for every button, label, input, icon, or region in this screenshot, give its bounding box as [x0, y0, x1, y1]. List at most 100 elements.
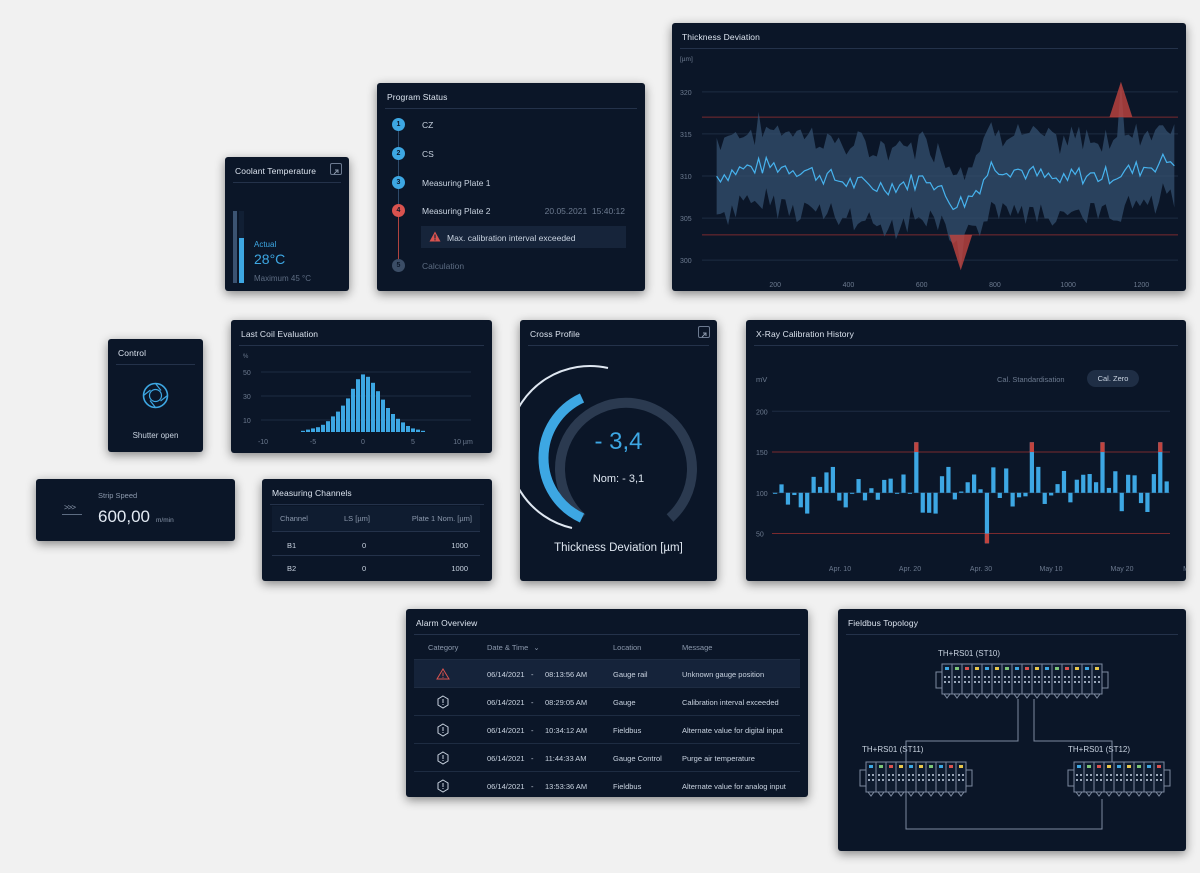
expand-icon[interactable]	[698, 326, 710, 338]
cross-profile-card: Cross Profile - 3,4 Nom: - 3,1 Thickness…	[520, 320, 717, 581]
slot-terminal	[1120, 774, 1122, 776]
slot-terminal	[1126, 774, 1128, 776]
tab-cal-zero[interactable]: Cal. Zero	[1087, 370, 1139, 387]
slot-led	[889, 765, 893, 768]
slot-terminal	[922, 779, 924, 781]
y-tick-label: 200	[756, 409, 768, 416]
channels-col-ls: LS [µm]	[344, 514, 370, 523]
slot-terminal	[932, 774, 934, 776]
x-tick-label: -5	[310, 439, 316, 446]
alarm-col-message[interactable]: Message	[682, 643, 713, 652]
step-1[interactable]: 1	[392, 118, 405, 131]
slot-terminal	[1140, 774, 1142, 776]
step-2[interactable]: 2	[392, 147, 405, 160]
slot-terminal	[958, 779, 960, 781]
slot-foot	[1073, 693, 1081, 699]
slot-terminal	[1126, 779, 1128, 781]
step-4[interactable]: 4	[392, 204, 405, 217]
alarm-message: Purge air temperature	[682, 754, 755, 763]
table-row[interactable]: 06/14/2021- 10:34:12 AM Fieldbus Alternate …	[414, 715, 800, 743]
step-5[interactable]: 5	[392, 259, 405, 272]
calibration-bar	[1093, 482, 1099, 493]
slot-terminal	[1130, 779, 1132, 781]
calibration-bar	[894, 492, 900, 494]
alarm-message: Alternate value for digital input	[682, 726, 783, 735]
slot-terminal	[928, 779, 930, 781]
calibration-bar	[1081, 474, 1086, 493]
slot-foot	[1053, 693, 1061, 699]
histogram-bar	[411, 428, 415, 432]
info-hexagon-icon	[437, 779, 449, 793]
strip-label: Strip Speed	[98, 491, 138, 500]
calibration-bar	[939, 476, 945, 493]
step-3[interactable]: 3	[392, 176, 405, 189]
table-row[interactable]: 06/14/2021- 08:13:56 AM Gauge rail Unknown …	[414, 659, 800, 687]
slot-led	[1147, 765, 1151, 768]
alarm-col-location[interactable]: Location	[613, 643, 642, 652]
alarm-separator: -	[531, 754, 534, 763]
info-hexagon-icon	[437, 751, 449, 765]
calibration-bar	[1100, 442, 1105, 493]
slot-foot	[897, 791, 905, 797]
alarm-title: Alarm Overview	[416, 618, 478, 628]
slot-terminal	[868, 779, 870, 781]
slot-terminal	[1086, 779, 1088, 781]
tab-cal-standardisation[interactable]: Cal. Standardisation	[997, 375, 1065, 384]
channels-col-channel: Channel	[280, 514, 308, 523]
histogram-bar	[391, 414, 395, 432]
slot-led	[1035, 667, 1039, 670]
table-row[interactable]: 06/14/2021- 08:29:05 AM Gauge Calibration i…	[414, 687, 800, 715]
table-row[interactable]: B2 0 1000	[287, 564, 468, 573]
slot-terminal	[958, 681, 960, 683]
step-3-label: Measuring Plate 1	[422, 178, 491, 188]
slot-terminal	[1120, 779, 1122, 781]
slot-terminal	[892, 774, 894, 776]
slot-terminal	[1004, 676, 1006, 678]
step-2-badge: 2	[392, 147, 405, 160]
calibration-bar	[1074, 479, 1079, 493]
coil-histogram: 50 30 10 -10 -5 0 5 10 µm	[243, 370, 473, 446]
calibration-bar	[1138, 492, 1144, 504]
x-tick-label: Apr. 30	[970, 566, 992, 573]
slot-terminal	[1106, 779, 1108, 781]
x-tick-label: 1200	[1134, 282, 1150, 289]
calibration-bar	[959, 491, 964, 493]
slot-terminal	[938, 774, 940, 776]
slot-foot	[1093, 693, 1101, 699]
y-tick-label: 315	[680, 132, 692, 139]
alarm-date: 06/14/2021	[487, 670, 525, 679]
channels-header: Channel LS [µm] Plate 1 Nom. [µm]	[272, 506, 480, 532]
slot-led	[975, 667, 979, 670]
slot-foot	[1033, 693, 1041, 699]
expand-icon[interactable]	[330, 163, 342, 175]
table-row[interactable]: B1 0 1000	[272, 533, 480, 556]
table-row[interactable]: 06/14/2021- 13:53:36 AM Fieldbus Alternate …	[414, 771, 800, 797]
calibration-bar	[920, 492, 925, 513]
slot-foot	[1155, 791, 1163, 797]
table-row[interactable]: 06/14/2021- 11:44:33 AM Gauge Control Purge…	[414, 743, 800, 771]
histogram-bar	[341, 405, 345, 432]
slot-led	[1117, 765, 1121, 768]
calibration-bar	[811, 476, 816, 493]
calibration-bar-over	[1158, 442, 1163, 453]
coolant-bar	[239, 211, 244, 283]
slot-terminal	[1094, 676, 1096, 678]
slot-terminal	[882, 779, 884, 781]
slot-terminal	[942, 774, 944, 776]
alarm-col-category[interactable]: Category	[428, 643, 459, 652]
slot-foot	[1125, 791, 1133, 797]
alarm-col-datetime[interactable]: Date & Time ⌄	[487, 643, 540, 652]
strip-unit: m/min	[156, 517, 174, 524]
alarm-time: 08:29:05 AM	[545, 698, 588, 707]
slot-terminal	[952, 779, 954, 781]
slot-terminal	[1028, 676, 1030, 678]
alarm-list: 06/14/2021-08:13:56 AM Gauge rail Unknown …	[414, 659, 800, 797]
calibration-bar	[785, 492, 791, 505]
histogram-bar	[371, 382, 375, 432]
sort-chevron-icon: ⌄	[533, 643, 540, 652]
shutter-icon[interactable]	[142, 382, 169, 409]
slot-terminal	[998, 676, 1000, 678]
module-cap	[1101, 671, 1109, 689]
alarm-separator: -	[531, 782, 534, 791]
slot-terminal	[952, 774, 954, 776]
